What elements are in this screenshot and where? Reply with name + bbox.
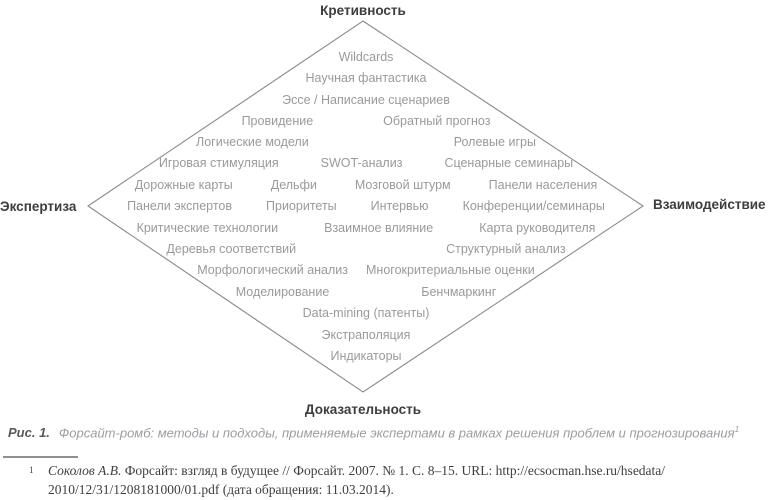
method-item: Сценарные семинары bbox=[444, 156, 574, 170]
footnote: 1 Соколов А.В. Форсайт: взгляд в будущее… bbox=[29, 462, 749, 499]
diamond-methods: Wildcards Научная фантастика Эссе / Напи… bbox=[88, 0, 644, 420]
method-item: Конференции/семинары bbox=[462, 199, 605, 213]
method-item: Wildcards bbox=[338, 50, 394, 64]
footnote-author: Соколов А.В. bbox=[48, 463, 122, 478]
method-item: Логические модели bbox=[196, 135, 309, 149]
diamond-row: Игровая стимуляция SWOT-анализ Сценарные… bbox=[88, 155, 644, 171]
diamond-row: Data-mining (патенты) bbox=[88, 305, 644, 321]
footnote-body: Соколов А.В. Форсайт: взгляд в будущее /… bbox=[48, 462, 749, 499]
method-item: Индикаторы bbox=[330, 349, 402, 363]
diamond-row: Индикаторы bbox=[88, 348, 644, 364]
footnote-divider bbox=[3, 456, 78, 458]
diamond-outline bbox=[87, 20, 644, 393]
caption-footnote-ref: 1 bbox=[734, 425, 740, 434]
diamond-row: Научная фантастика bbox=[88, 70, 644, 86]
method-item: Приоритеты bbox=[266, 199, 337, 213]
diamond-row: Дорожные карты Дельфи Мозговой штурм Пан… bbox=[88, 177, 644, 193]
method-item: Эссе / Написание сценариев bbox=[282, 93, 450, 107]
footnote-marker: 1 bbox=[29, 465, 34, 475]
method-item: Дорожные карты bbox=[134, 178, 233, 192]
diamond-row: Морфологический анализ Многокритериальны… bbox=[88, 262, 644, 278]
method-item: Деревья соответствий bbox=[166, 242, 297, 256]
method-item: Моделирование bbox=[235, 285, 330, 299]
axis-label-evidence: Доказательность bbox=[304, 402, 422, 417]
method-item: Интервью bbox=[370, 199, 429, 213]
method-item: Взаимное влияние bbox=[324, 221, 434, 235]
method-item: Панели экспертов bbox=[127, 199, 233, 213]
method-item: Многокритериальные оценки bbox=[366, 263, 535, 277]
method-item: Data-mining (патенты) bbox=[302, 306, 430, 320]
diamond-row: Панели экспертов Приоритеты Интервью Кон… bbox=[88, 198, 644, 214]
method-item: Панели населения bbox=[488, 178, 598, 192]
method-item: Дельфи bbox=[270, 178, 317, 192]
axis-label-creativity: Кретивность bbox=[320, 3, 406, 18]
diamond-row: Моделирование Бенчмаркинг bbox=[88, 284, 644, 300]
method-item: Научная фантастика bbox=[305, 71, 427, 85]
method-item: Игровая стимуляция bbox=[158, 156, 279, 170]
method-item: Экстраполяция bbox=[321, 328, 411, 342]
footnote-text-line1: Форсайт: взгляд в будущее // Форсайт. 20… bbox=[124, 463, 666, 478]
diamond-row: Деревья соответствий Структурный анализ bbox=[88, 241, 644, 257]
method-item: Ролевые игры bbox=[453, 135, 536, 149]
method-item: Критические технологии bbox=[136, 221, 279, 235]
footnote-text-line2: 2010/12/31/1208181000/01.pdf (дата обращ… bbox=[48, 481, 394, 497]
caption-label: Рис. 1. bbox=[8, 425, 50, 441]
diamond-row: Логические модели Ролевые игры bbox=[88, 134, 644, 150]
axis-label-expertise: Экспертиза bbox=[0, 199, 77, 214]
diamond-row: Экстраполяция bbox=[88, 327, 644, 343]
method-item: Морфологический анализ bbox=[197, 263, 349, 277]
caption-text: Форсайт-ромб: методы и подходы, применяе… bbox=[58, 425, 735, 441]
method-item: Структурный анализ bbox=[446, 242, 566, 256]
method-item: Мозговой штурм bbox=[354, 178, 451, 192]
method-item: SWOT-анализ bbox=[320, 156, 403, 170]
diamond-row: Провидение Обратный прогноз bbox=[88, 113, 644, 129]
diamond-row: Wildcards bbox=[88, 49, 644, 65]
method-item: Обратный прогноз bbox=[383, 114, 491, 128]
method-item: Провидение bbox=[241, 114, 314, 128]
diamond-row: Критические технологии Взаимное влияние … bbox=[88, 220, 644, 236]
diamond-row: Эссе / Написание сценариев bbox=[88, 92, 644, 108]
axis-label-interaction: Взаимодействие bbox=[653, 197, 766, 212]
method-item: Карта руководителя bbox=[479, 221, 596, 235]
figure-caption: Рис. 1. Форсайт-ромб: методы и подходы, п… bbox=[8, 425, 763, 440]
method-item: Бенчмаркинг bbox=[421, 285, 497, 299]
